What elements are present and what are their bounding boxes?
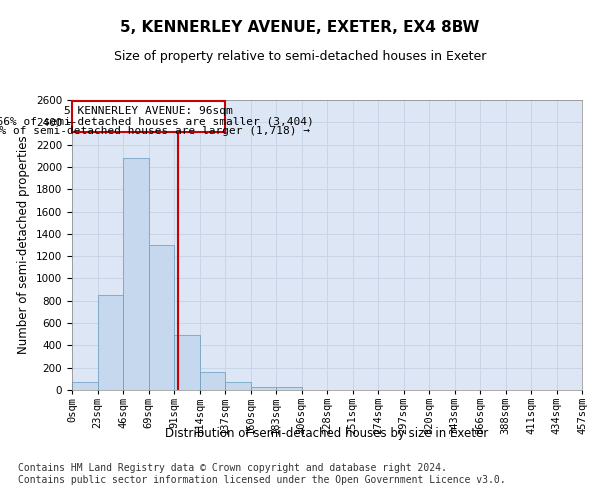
Bar bbox=[72, 382, 97, 390]
Text: Size of property relative to semi-detached houses in Exeter: Size of property relative to semi-detach… bbox=[114, 50, 486, 63]
Bar bbox=[225, 382, 251, 390]
Bar bbox=[276, 387, 302, 390]
Y-axis label: Number of semi-detached properties: Number of semi-detached properties bbox=[17, 136, 31, 354]
Bar bbox=[251, 387, 276, 390]
Text: 5 KENNERLEY AVENUE: 96sqm: 5 KENNERLEY AVENUE: 96sqm bbox=[64, 106, 233, 117]
Bar bbox=[123, 158, 149, 390]
Bar bbox=[149, 245, 174, 390]
Text: Contains HM Land Registry data © Crown copyright and database right 2024.
Contai: Contains HM Land Registry data © Crown c… bbox=[18, 464, 506, 485]
Text: 5, KENNERLEY AVENUE, EXETER, EX4 8BW: 5, KENNERLEY AVENUE, EXETER, EX4 8BW bbox=[121, 20, 479, 35]
Bar bbox=[199, 372, 225, 390]
Bar bbox=[174, 336, 199, 390]
Text: Distribution of semi-detached houses by size in Exeter: Distribution of semi-detached houses by … bbox=[166, 428, 488, 440]
FancyBboxPatch shape bbox=[72, 101, 225, 132]
Bar bbox=[97, 295, 123, 390]
Text: 34% of semi-detached houses are larger (1,718) →: 34% of semi-detached houses are larger (… bbox=[0, 126, 311, 136]
Text: ← 66% of semi-detached houses are smaller (3,404): ← 66% of semi-detached houses are smalle… bbox=[0, 116, 314, 126]
